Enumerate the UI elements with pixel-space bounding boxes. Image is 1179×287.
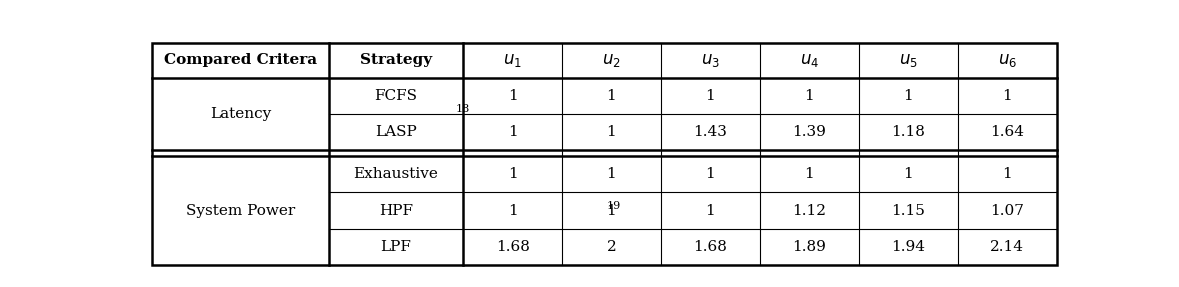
- Text: 1: 1: [508, 204, 518, 218]
- Text: 18: 18: [456, 104, 470, 114]
- Text: 1: 1: [607, 204, 617, 218]
- Text: Strategy: Strategy: [360, 53, 432, 67]
- Text: $u_6$: $u_6$: [997, 51, 1016, 69]
- Text: System Power: System Power: [186, 204, 295, 218]
- Text: 1.43: 1.43: [693, 125, 727, 139]
- Text: 1.68: 1.68: [693, 240, 727, 254]
- Text: 1.07: 1.07: [990, 204, 1025, 218]
- Text: 1.64: 1.64: [990, 125, 1025, 139]
- Text: 1: 1: [508, 167, 518, 181]
- Text: 1: 1: [1002, 89, 1012, 103]
- Text: 1.12: 1.12: [792, 204, 826, 218]
- Text: 2.14: 2.14: [990, 240, 1025, 254]
- Text: 1: 1: [903, 89, 913, 103]
- Text: HPF: HPF: [378, 204, 413, 218]
- Text: $u_4$: $u_4$: [799, 51, 819, 69]
- Text: 1: 1: [607, 167, 617, 181]
- Text: Latency: Latency: [210, 107, 271, 121]
- Text: 1: 1: [508, 125, 518, 139]
- Text: 1: 1: [705, 204, 716, 218]
- Text: 2: 2: [607, 240, 617, 254]
- Text: 1.39: 1.39: [792, 125, 826, 139]
- Text: 1: 1: [508, 89, 518, 103]
- Text: 1: 1: [804, 167, 815, 181]
- Text: 1: 1: [705, 167, 716, 181]
- Text: 1: 1: [903, 167, 913, 181]
- Text: $u_1$: $u_1$: [503, 51, 522, 69]
- Text: $u_3$: $u_3$: [700, 51, 720, 69]
- Text: 1: 1: [607, 125, 617, 139]
- Text: 19: 19: [607, 201, 621, 211]
- Text: 1: 1: [705, 89, 716, 103]
- Text: $u_5$: $u_5$: [898, 51, 917, 69]
- Text: 1.89: 1.89: [792, 240, 826, 254]
- Text: LPF: LPF: [381, 240, 411, 254]
- Text: 1.94: 1.94: [891, 240, 926, 254]
- Text: Exhaustive: Exhaustive: [354, 167, 439, 181]
- Text: 1: 1: [607, 89, 617, 103]
- Text: 1.68: 1.68: [495, 240, 529, 254]
- Text: $u_2$: $u_2$: [602, 51, 621, 69]
- Text: 1.15: 1.15: [891, 204, 926, 218]
- Text: FCFS: FCFS: [375, 89, 417, 103]
- Text: Compared Critera: Compared Critera: [164, 53, 317, 67]
- Text: 1: 1: [804, 89, 815, 103]
- Text: 1.18: 1.18: [891, 125, 926, 139]
- Text: LASP: LASP: [375, 125, 417, 139]
- Text: 1: 1: [1002, 167, 1012, 181]
